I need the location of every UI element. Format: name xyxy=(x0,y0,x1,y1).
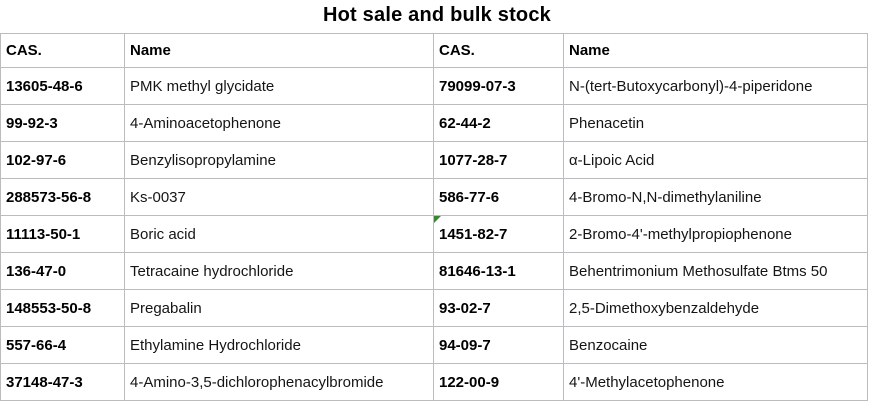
table-body: 13605-48-6 PMK methyl glycidate 79099-07-3… xyxy=(0,67,868,401)
name-cell: Ks-0037 xyxy=(124,178,434,216)
name-cell: N-(tert-Butoxycarbonyl)-4-piperidone xyxy=(563,67,868,105)
name-cell: Ethylamine Hydrochloride xyxy=(124,326,434,364)
name-cell: Behentrimonium Methosulfate Btms 50 xyxy=(563,252,868,290)
cas-cell: 81646-13-1 xyxy=(433,252,564,290)
cas-cell: 1451-82-7 xyxy=(433,215,564,253)
header-name: Name xyxy=(124,33,434,68)
name-cell: α-Lipoic Acid xyxy=(563,141,868,179)
cas-cell: 1077-28-7 xyxy=(433,141,564,179)
header-cas: CAS. xyxy=(433,33,564,68)
name-cell: 2,5-Dimethoxybenzaldehyde xyxy=(563,289,868,327)
table-row: 136-47-0 Tetracaine hydrochloride 81646-13… xyxy=(0,252,868,290)
header-cas: CAS. xyxy=(0,33,125,68)
table-row: 148553-50-8 Pregabalin 93-02-7 2,5-Dimethox… xyxy=(0,289,868,327)
name-cell: PMK methyl glycidate xyxy=(124,67,434,105)
table-row: 99-92-3 4-Aminoacetophenone 62-44-2 Phenace… xyxy=(0,104,868,142)
cas-cell: 94-09-7 xyxy=(433,326,564,364)
name-cell: 4-Amino-3,5-dichlorophenacylbromide xyxy=(124,363,434,401)
name-cell: Benzocaine xyxy=(563,326,868,364)
cas-cell: 288573-56-8 xyxy=(0,178,125,216)
stock-table: CAS. Name CAS. Name 13605-48-6 PMK methyl gl… xyxy=(0,33,868,401)
cas-cell: 122-00-9 xyxy=(433,363,564,401)
cas-cell: 99-92-3 xyxy=(0,104,125,142)
name-cell: Phenacetin xyxy=(563,104,868,142)
table-row: 37148-47-3 4-Amino-3,5-dichlorophenacylbr… xyxy=(0,363,868,401)
header-row: CAS. Name CAS. Name xyxy=(0,33,868,68)
table-row: 13605-48-6 PMK methyl glycidate 79099-07-3… xyxy=(0,67,868,105)
name-cell: Boric acid xyxy=(124,215,434,253)
cas-cell: 62-44-2 xyxy=(433,104,564,142)
name-cell: 4-Bromo-N,N-dimethylaniline xyxy=(563,178,868,216)
cell-error-flag-icon xyxy=(434,216,441,223)
name-cell: 4-Aminoacetophenone xyxy=(124,104,434,142)
cas-cell: 586-77-6 xyxy=(433,178,564,216)
page-title: Hot sale and bulk stock xyxy=(323,4,551,26)
cas-cell: 93-02-7 xyxy=(433,289,564,327)
name-cell: Benzylisopropylamine xyxy=(124,141,434,179)
table-row: 102-97-6 Benzylisopropylamine 1077-28-7 α-L… xyxy=(0,141,868,179)
name-cell: 2-Bromo-4'-methylpropiophenone xyxy=(563,215,868,253)
name-cell: 4'-Methylacetophenone xyxy=(563,363,868,401)
cas-cell: 13605-48-6 xyxy=(0,67,125,105)
table-row: 288573-56-8 Ks-0037 586-77-6 4-Bromo-N,N-di… xyxy=(0,178,868,216)
table-row: 11113-50-1 Boric acid 1451-82-7 2-Bromo-4'-… xyxy=(0,215,868,253)
cas-cell: 11113-50-1 xyxy=(0,215,125,253)
name-cell: Tetracaine hydrochloride xyxy=(124,252,434,290)
cas-cell: 102-97-6 xyxy=(0,141,125,179)
cas-cell: 37148-47-3 xyxy=(0,363,125,401)
name-cell: Pregabalin xyxy=(124,289,434,327)
table-header: CAS. Name CAS. Name xyxy=(0,33,868,68)
cas-cell: 79099-07-3 xyxy=(433,67,564,105)
header-name: Name xyxy=(563,33,868,68)
cas-cell: 557-66-4 xyxy=(0,326,125,364)
cas-cell: 136-47-0 xyxy=(0,252,125,290)
table-row: 557-66-4 Ethylamine Hydrochloride 94-09-7 B… xyxy=(0,326,868,364)
cas-cell: 148553-50-8 xyxy=(0,289,125,327)
